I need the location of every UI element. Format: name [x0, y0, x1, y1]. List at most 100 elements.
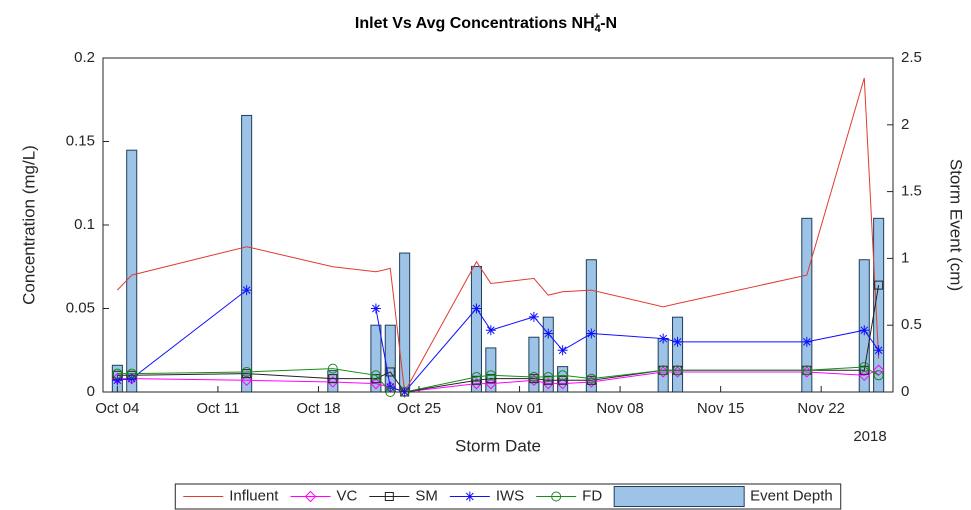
bar [672, 316, 684, 393]
legend-label: VC [336, 487, 357, 504]
data-point [471, 371, 482, 382]
bar [470, 265, 482, 393]
data-point [327, 376, 339, 388]
data-point [528, 311, 539, 322]
data-point [371, 374, 381, 384]
data-point [385, 381, 396, 392]
series-line [117, 77, 880, 394]
y2-axis-label: Storm Event (cm) [947, 159, 966, 291]
series-line [117, 369, 879, 393]
y2-tick-label: 2 [901, 116, 909, 133]
data-point [486, 374, 496, 384]
data-point [672, 336, 683, 347]
series-line [375, 307, 880, 393]
y-tick-label: 0.1 [74, 216, 95, 233]
bar [528, 336, 540, 393]
x-tick-label: Nov 15 [697, 400, 745, 417]
data-point [859, 365, 869, 375]
x-tick-label: Nov 08 [596, 400, 644, 417]
data-point [370, 370, 381, 381]
data-point [126, 368, 137, 379]
legend-label: SM [415, 487, 438, 504]
data-point [859, 361, 870, 372]
x-tick-label: Nov 01 [496, 400, 544, 417]
bar [585, 259, 597, 393]
legend-marker [551, 491, 562, 502]
y2-tick-label: 1.5 [901, 183, 922, 200]
data-point [558, 375, 568, 385]
legend-swatch [613, 486, 745, 507]
data-point [586, 328, 597, 339]
data-point [328, 374, 338, 384]
y-tick-label: 0.05 [66, 299, 95, 316]
data-point [370, 377, 382, 390]
data-point [370, 303, 381, 314]
legend-marker [464, 491, 475, 502]
data-point [240, 374, 253, 387]
data-point [801, 336, 812, 347]
legend-label: Influent [229, 487, 279, 504]
data-point [542, 377, 554, 390]
data-point [385, 367, 395, 377]
legend-label: Event Depth [750, 487, 833, 504]
x-tick-label: Oct 11 [196, 400, 239, 417]
data-point [873, 345, 884, 356]
data-point [112, 368, 123, 379]
y2-tick-label: 1 [901, 249, 909, 266]
data-point [543, 375, 553, 385]
x-tick-label: Oct 04 [95, 400, 139, 417]
data-point [859, 325, 870, 336]
y-tick-label: 0.15 [66, 132, 95, 149]
legend-marker [304, 490, 317, 503]
data-point [543, 371, 554, 382]
legend-marker [384, 492, 394, 501]
data-point [528, 371, 539, 382]
data-point [801, 365, 812, 376]
data-point [471, 303, 482, 314]
y-tick-label: 0 [87, 383, 95, 400]
series-line [117, 366, 879, 393]
y2-tick-label: 0.5 [901, 316, 922, 333]
bar [399, 252, 411, 393]
data-point [485, 377, 497, 390]
data-point [557, 370, 568, 381]
x-tick-label: Oct 18 [296, 400, 340, 417]
data-point [874, 280, 884, 290]
title-superscript: + [594, 11, 600, 23]
data-point [543, 328, 554, 339]
y2-tick-label: 0 [901, 383, 909, 400]
data-point [471, 375, 481, 385]
data-point [556, 377, 569, 390]
data-point [112, 375, 123, 386]
bar [241, 114, 253, 393]
legend: Influent VC SM IWS FD Event Depth [174, 483, 842, 510]
data-point [485, 370, 496, 381]
y2-tick-label: 2.5 [901, 49, 922, 66]
data-point [672, 365, 683, 376]
title-main: Inlet Vs Avg Concentrations NH [355, 15, 595, 32]
data-point [873, 370, 884, 381]
data-point [658, 333, 669, 344]
data-point [470, 377, 483, 390]
data-point [658, 365, 669, 376]
data-point [126, 373, 137, 384]
data-point [858, 369, 870, 382]
legend-label: FD [582, 487, 602, 504]
data-point [241, 366, 252, 377]
bar [657, 338, 669, 393]
legend-label: IWS [496, 487, 524, 504]
x-tick-label: Oct 25 [397, 400, 441, 417]
x-axis-label: Storm Date [455, 436, 541, 455]
data-point [241, 285, 252, 296]
x-year-label: 2018 [853, 428, 886, 445]
data-point [586, 373, 597, 384]
y-tick-label: 0.2 [74, 49, 95, 66]
bar [126, 149, 138, 393]
data-point [557, 345, 568, 356]
title-subscript: 4 [595, 23, 602, 35]
y-axis-label: Concentration (mg/L) [19, 145, 38, 305]
data-point [485, 325, 496, 336]
x-tick-label: Nov 22 [797, 400, 845, 417]
